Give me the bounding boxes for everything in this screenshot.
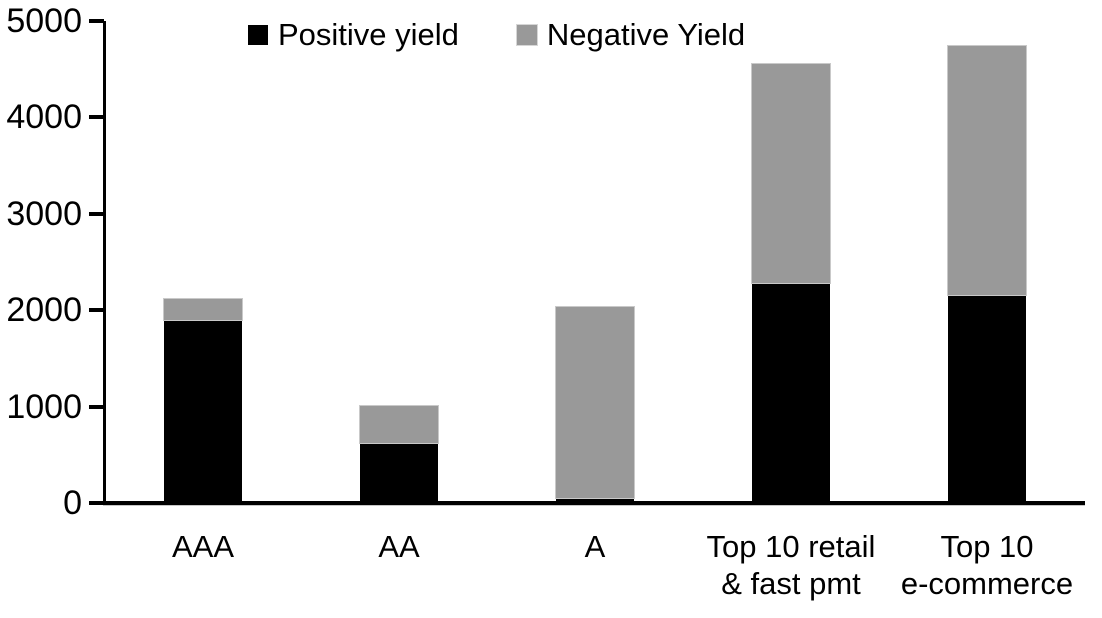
y-tick-label-4000: 4000 [6, 98, 82, 137]
negative-yield-swatch-icon [516, 25, 537, 45]
bar-top-10-retail-negative-yield [752, 64, 830, 283]
y-tick-3000 [89, 211, 104, 216]
legend: Positive yield Negative Yield [248, 18, 745, 52]
legend-label-negative-yield: Negative Yield [546, 17, 746, 52]
bar-aa-negative-yield [360, 406, 438, 443]
x-category-label-aaa: AAA [171, 529, 235, 564]
x-category-label-top-10: Top 10 e-commerce [900, 529, 1074, 601]
bar-aaa-positive-yield [164, 319, 242, 503]
y-tick-label-2000: 2000 [6, 291, 82, 330]
positive-yield-swatch-icon [248, 25, 268, 45]
y-tick-4000 [89, 115, 104, 120]
y-tick-label-5000: 5000 [6, 2, 82, 40]
y-tick-label-1000: 1000 [6, 387, 82, 426]
y-tick-0 [89, 501, 104, 505]
y-tick-1000 [89, 404, 104, 409]
y-tick-label-0: 0 [63, 484, 82, 522]
bar-aaa-negative-yield [164, 298, 242, 320]
x-axis-line [103, 501, 1085, 506]
bar-top-10-positive-yield [948, 295, 1026, 503]
bar-top-10-negative-yield [948, 45, 1026, 296]
bar-a-positive-yield [556, 497, 634, 503]
bar-aa-positive-yield [360, 442, 438, 503]
legend-item-positive-yield: Positive yield [248, 18, 459, 52]
x-category-label-aa: AA [378, 529, 420, 564]
bar-a-negative-yield [556, 306, 634, 498]
y-axis-line [103, 21, 106, 503]
x-category-label-a: A [584, 529, 606, 564]
y-tick-2000 [89, 308, 104, 313]
bar-top-10-retail-positive-yield [752, 282, 830, 503]
x-category-label-top-10-retail: Top 10 retail & fast pmt [706, 529, 876, 601]
legend-item-negative-yield: Negative Yield [516, 17, 746, 52]
legend-label-positive-yield: Positive yield [278, 17, 459, 52]
y-tick-label-3000: 3000 [6, 194, 82, 233]
y-tick-5000 [89, 19, 104, 23]
